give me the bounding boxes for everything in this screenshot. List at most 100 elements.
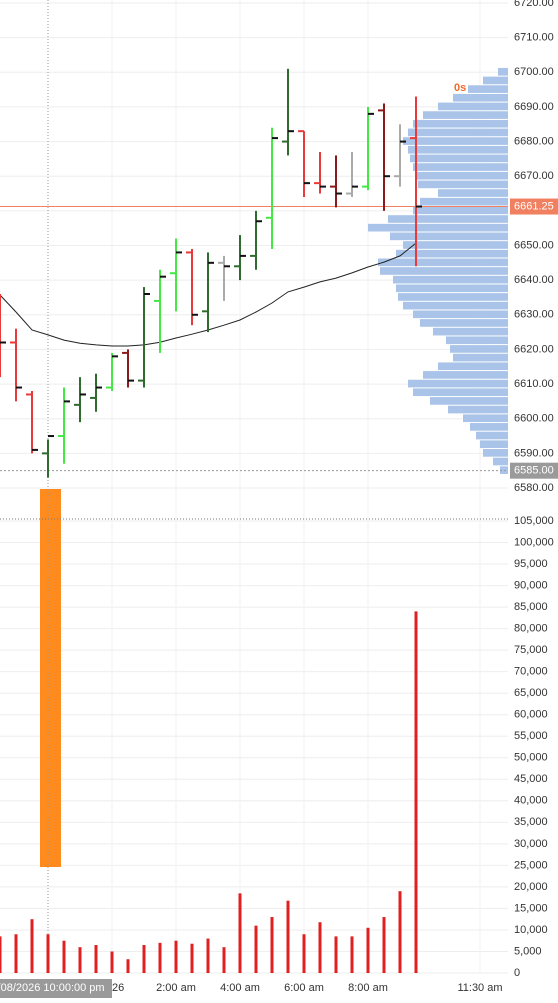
volume-bar [254, 925, 258, 973]
volume-tick-label: 85,000 [514, 601, 548, 613]
volume-bar [0, 936, 2, 973]
profile-bar [408, 128, 508, 137]
volume-bar [30, 919, 34, 973]
profile-bar [413, 163, 508, 171]
profile-bar [438, 102, 508, 111]
volume-bar [222, 947, 226, 973]
profile-bar [438, 189, 508, 197]
volume-bar [174, 940, 178, 973]
volume-tick-label: 100,000 [514, 536, 554, 548]
y-tick-label: 6700.00 [514, 66, 554, 78]
profile-bar [468, 85, 508, 93]
y-tick-label: 6590.00 [514, 447, 554, 459]
volume-tick-label: 20,000 [514, 881, 548, 893]
profile-bar [418, 180, 508, 189]
profile-bar [448, 405, 508, 414]
profile-bar [493, 457, 508, 466]
y-tick-label: 6580.00 [514, 482, 554, 494]
volume-bar [206, 938, 210, 973]
volume-bar [62, 940, 66, 973]
volume-tick-label: 0 [514, 967, 520, 979]
volume-bar [334, 936, 338, 973]
profile-bar [423, 371, 508, 379]
x-tick-label: 4:00 am [220, 982, 260, 994]
volume-bar [414, 611, 418, 973]
volume-tick-label: 50,000 [514, 752, 548, 764]
volume-bar [142, 945, 146, 973]
volume-tick-label: 70,000 [514, 666, 548, 678]
profile-bar [413, 206, 508, 215]
profile-bar [498, 67, 508, 76]
volume-tick-label: 5,000 [514, 945, 542, 957]
y-tick-label: 6690.00 [514, 101, 554, 113]
volume-bar [302, 934, 306, 973]
volume-bar [286, 900, 290, 973]
crosshair-price-label: 6585.00 [514, 465, 554, 477]
x-tick-label: 8:00 am [348, 982, 388, 994]
x-tick-label: 2:00 am [156, 982, 196, 994]
volume-tick-label: 80,000 [514, 623, 548, 635]
profile-bar [388, 215, 508, 223]
y-tick-label: 6650.00 [514, 239, 554, 251]
last-price-box [510, 198, 558, 215]
volume-tick-label: 45,000 [514, 773, 548, 785]
y-tick-label: 6600.00 [514, 413, 554, 425]
crosshair-highlight [40, 489, 61, 867]
profile-bar [446, 336, 508, 345]
volume-bar [190, 943, 194, 973]
profile-bar [480, 440, 508, 449]
volume-bar [78, 947, 82, 973]
volume-bar [270, 917, 274, 973]
volume-bar [110, 951, 114, 973]
volume-tick-label: 60,000 [514, 709, 548, 721]
profile-bar [390, 232, 508, 241]
y-tick-label: 6630.00 [514, 309, 554, 321]
y-tick-label: 6720.00 [514, 0, 554, 9]
volume-bar [318, 922, 322, 973]
volume-tick-label: 105,000 [514, 515, 554, 527]
y-tick-label: 6680.00 [514, 135, 554, 147]
profile-bar [470, 423, 508, 431]
profile-bar [438, 362, 508, 371]
volume-tick-label: 15,000 [514, 902, 548, 914]
y-tick-label: 6610.00 [514, 378, 554, 390]
profile-bar [423, 111, 508, 119]
profile-bar [453, 93, 508, 102]
profile-bar [378, 258, 508, 267]
volume-tick-label: 55,000 [514, 730, 548, 742]
profile-bar [450, 345, 508, 353]
profile-bar [396, 249, 508, 258]
profile-bar [396, 284, 508, 293]
profile-bar [393, 275, 508, 284]
profile-bar [433, 327, 508, 336]
profile-bar [413, 119, 508, 128]
volume-tick-label: 35,000 [514, 816, 548, 828]
volume-bar [382, 917, 386, 973]
volume-bar [126, 959, 130, 973]
volume-tick-label: 90,000 [514, 579, 548, 591]
countdown: 0s [454, 82, 466, 94]
volume-bar [350, 936, 354, 973]
volume-tick-label: 75,000 [514, 644, 548, 656]
profile-bar [476, 431, 508, 440]
crosshair-price-box [510, 462, 558, 479]
volume-tick-label: 40,000 [514, 795, 548, 807]
y-tick-label: 6620.00 [514, 343, 554, 355]
profile-bar [403, 301, 508, 310]
volume-tick-label: 30,000 [514, 838, 548, 850]
profile-bar [368, 223, 508, 232]
x-tick-label: 6:00 am [284, 982, 324, 994]
profile-bar [408, 145, 508, 154]
crosshair-x-box [0, 979, 112, 998]
profile-bar [403, 137, 508, 145]
y-tick-label: 6670.00 [514, 170, 554, 182]
profile-bar [410, 154, 508, 163]
profile-bar [483, 76, 508, 85]
profile-bar [430, 397, 508, 405]
last-price-label: 6661.25 [514, 200, 554, 212]
volume-bar [14, 934, 18, 973]
profile-bar [413, 310, 508, 319]
profile-bar [398, 293, 508, 301]
profile-bar [408, 379, 508, 388]
